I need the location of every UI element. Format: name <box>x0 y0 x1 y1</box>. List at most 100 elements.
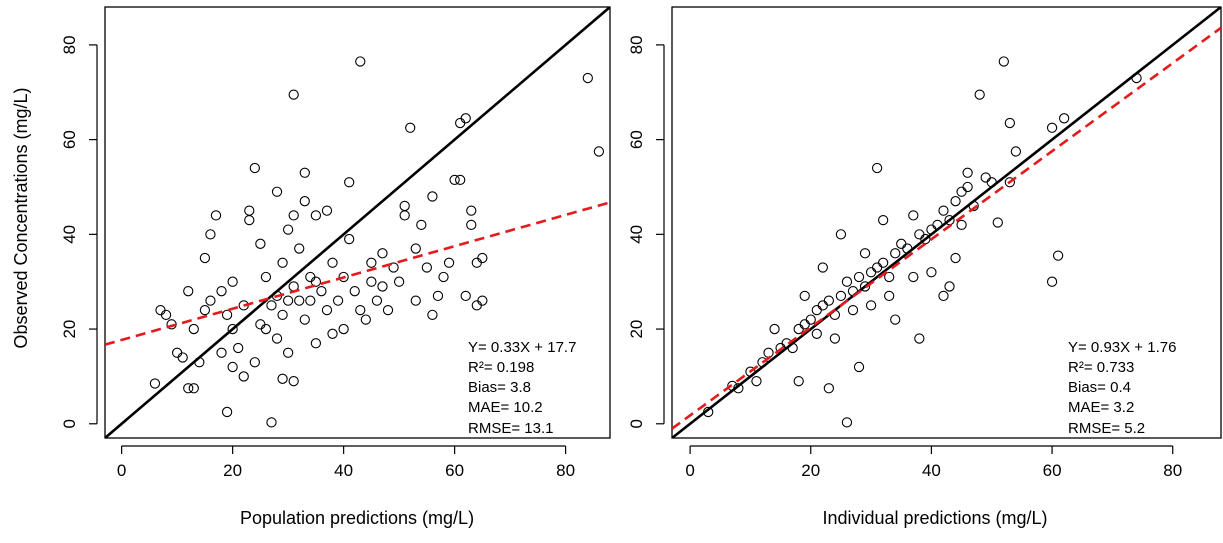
data-point <box>366 257 377 268</box>
data-point <box>1052 250 1064 261</box>
stats-mae: MAE= 3.2 <box>1068 399 1134 416</box>
regression-line <box>105 201 610 346</box>
data-point <box>371 295 383 306</box>
data-point <box>890 248 901 259</box>
x-tick-label: 40 <box>334 461 353 480</box>
data-point <box>460 113 471 124</box>
data-point <box>859 248 871 259</box>
data-point <box>316 286 327 297</box>
data-point <box>216 286 227 297</box>
data-point <box>288 89 299 100</box>
data-point <box>310 338 322 349</box>
data-point <box>427 309 438 321</box>
x-tick-label: 60 <box>445 461 464 480</box>
data-point <box>908 210 919 221</box>
data-point <box>160 309 172 321</box>
data-point <box>299 314 310 325</box>
y-tick-label: 40 <box>627 225 646 244</box>
data-point <box>1004 117 1015 129</box>
data-point <box>841 417 853 428</box>
data-point <box>199 304 211 316</box>
data-point <box>1004 177 1015 188</box>
data-point <box>166 319 177 330</box>
data-point <box>908 271 919 283</box>
data-point <box>277 309 288 321</box>
data-point <box>299 196 310 207</box>
data-point <box>890 314 901 325</box>
data-point <box>321 205 333 216</box>
data-point <box>763 347 774 358</box>
regression-stats: Y= 0.93X + 1.76 R²= 0.733 Bias= 0.4 MAE=… <box>1068 339 1176 437</box>
data-point <box>865 267 877 278</box>
data-point <box>388 262 399 273</box>
data-point <box>944 281 955 292</box>
data-point <box>399 210 410 221</box>
data-point <box>1010 146 1022 157</box>
data-point <box>288 376 299 387</box>
y-tick-label: 80 <box>60 35 79 54</box>
data-point <box>811 304 822 316</box>
data-point <box>950 252 961 264</box>
data-point <box>266 300 277 311</box>
data-point <box>282 295 294 306</box>
stats-bias: Bias= 3.8 <box>468 379 531 396</box>
data-point <box>1058 113 1070 124</box>
data-point <box>221 309 233 321</box>
data-point <box>260 271 272 283</box>
x-axis: 0 20 40 60 80 <box>117 445 575 480</box>
data-point <box>884 271 895 283</box>
data-point <box>282 224 294 235</box>
data-point <box>926 267 937 278</box>
data-point <box>183 286 194 297</box>
data-point <box>455 117 466 129</box>
x-axis: 0 20 40 60 80 <box>685 445 1182 480</box>
x-axis-title: Population predictions (mg/L) <box>240 508 474 528</box>
y-tick-label: 20 <box>60 320 79 339</box>
data-point <box>998 56 1009 67</box>
data-point <box>859 281 871 292</box>
data-point <box>355 304 366 316</box>
y-tick-label: 0 <box>60 419 79 428</box>
data-point <box>177 352 188 363</box>
data-point <box>255 238 266 249</box>
data-point <box>260 323 272 335</box>
data-point <box>914 229 925 240</box>
data-point <box>817 262 828 273</box>
data-point <box>477 295 488 306</box>
data-point <box>171 347 183 358</box>
data-point <box>853 361 865 373</box>
y-tick-label: 80 <box>627 35 646 54</box>
regression-line <box>672 26 1221 430</box>
data-point <box>266 417 277 428</box>
data-point <box>847 304 859 316</box>
data-point <box>811 328 822 339</box>
data-point <box>238 371 249 382</box>
data-point <box>149 378 161 389</box>
data-point <box>449 174 460 186</box>
data-point <box>405 122 416 133</box>
stats-r-squared: R²= 0.733 <box>1068 359 1134 376</box>
data-point <box>227 323 238 335</box>
data-point <box>443 257 455 268</box>
data-point <box>377 281 388 292</box>
data-point <box>841 276 853 287</box>
x-tick-label: 20 <box>801 461 820 480</box>
data-point <box>355 56 366 67</box>
data-point <box>233 342 244 354</box>
data-point <box>393 276 405 287</box>
data-point <box>962 167 973 178</box>
data-point <box>853 271 865 283</box>
data-point <box>992 217 1003 228</box>
data-point <box>871 262 883 273</box>
identity-line <box>105 7 610 438</box>
data-point <box>305 271 316 283</box>
data-point <box>205 295 216 306</box>
individual-predictions-panel: 0 20 40 60 80 0 20 40 60 80 Individual predictio… <box>627 6 1222 528</box>
data-point <box>255 319 266 330</box>
stats-rmse: RMSE= 5.2 <box>1068 420 1145 437</box>
stats-equation: Y= 0.33X + 17.7 <box>468 339 576 356</box>
point-layer <box>149 56 605 428</box>
data-point <box>438 271 449 283</box>
data-point <box>823 295 835 306</box>
line-layer <box>672 7 1221 438</box>
